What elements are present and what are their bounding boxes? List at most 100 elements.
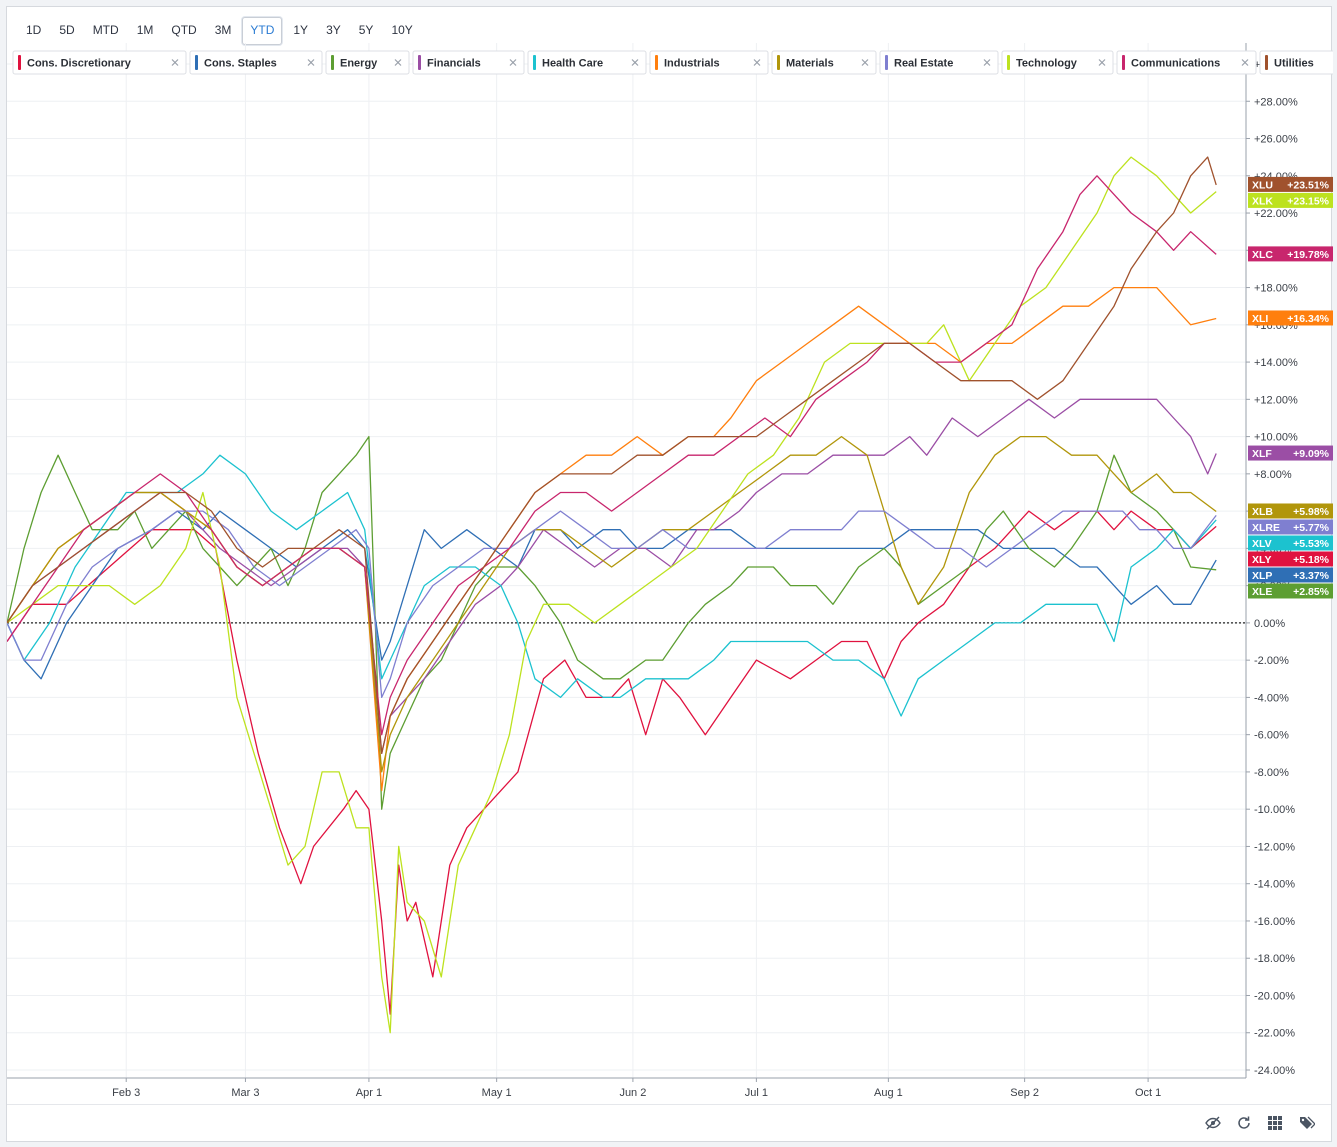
badge-ticker: XLE xyxy=(1252,586,1272,598)
x-tick-label: May 1 xyxy=(482,1087,512,1099)
badge-background xyxy=(1248,192,1333,208)
legend-close-icon[interactable] xyxy=(171,59,179,66)
y-tick-label: +26.00% xyxy=(1254,134,1298,146)
y-tick-label: +18.00% xyxy=(1254,283,1298,295)
y-tick-label: 0.00% xyxy=(1254,618,1285,630)
legend-label: Health Care xyxy=(542,58,603,70)
badge-background xyxy=(1248,503,1333,519)
legend-label: Utilities xyxy=(1274,58,1314,70)
x-tick-label: Oct 1 xyxy=(1135,1087,1161,1099)
range-button-1d[interactable]: 1D xyxy=(26,23,42,37)
badge-background xyxy=(1248,519,1333,535)
range-button-1y[interactable]: 1Y xyxy=(293,23,309,37)
range-button-mtd[interactable]: MTD xyxy=(92,23,119,37)
legend-item-xlk[interactable]: Technology xyxy=(1001,50,1114,75)
badge-ticker: XLP xyxy=(1252,570,1272,582)
legend-label: Energy xyxy=(340,58,378,70)
series-line-xlk[interactable] xyxy=(7,156,1217,1034)
legend-color-swatch xyxy=(655,55,658,70)
y-tick-label: -2.00% xyxy=(1254,655,1289,667)
y-tick-label: +22.00% xyxy=(1254,208,1298,220)
legend-label: Technology xyxy=(1016,58,1078,70)
badge-background xyxy=(1248,246,1333,262)
legend-close-icon[interactable] xyxy=(983,59,991,66)
range-button-3y[interactable]: 3Y xyxy=(326,23,341,37)
legend-item-xlu[interactable]: Utilities xyxy=(1259,50,1333,75)
legend-item-xly[interactable]: Cons. Discretionary xyxy=(12,50,187,75)
series-line-xlc[interactable] xyxy=(7,175,1217,736)
legend-item-xli[interactable]: Industrials xyxy=(649,50,769,75)
value-badges: XLU +23.51% XLK +23.15% XLC +19.78% XLI +16.34%… xyxy=(1248,176,1333,599)
range-selector: 1D 5D MTD 1M QTD 3M YTD 1Y 3Y 5Y 10Y xyxy=(19,17,420,45)
legend-item-xlc[interactable]: Communications xyxy=(1116,50,1257,75)
legend-label: Financials xyxy=(427,58,481,70)
range-button-ytd[interactable]: YTD xyxy=(242,17,283,45)
x-tick-label: Sep 2 xyxy=(1010,1087,1039,1099)
range-button-5y[interactable]: 5Y xyxy=(358,23,374,37)
y-tick-label: +8.00% xyxy=(1254,469,1292,481)
legend-close-icon[interactable] xyxy=(394,59,402,66)
range-button-qtd[interactable]: QTD xyxy=(171,23,197,37)
badge-ticker: XLY xyxy=(1252,554,1271,566)
y-tick-label: +12.00% xyxy=(1254,394,1298,406)
legend-close-icon[interactable] xyxy=(861,59,869,66)
value-badge-xlp: XLP +3.37% xyxy=(1248,567,1333,583)
legend-color-swatch xyxy=(777,55,780,70)
hide-icon[interactable] xyxy=(1203,1113,1223,1133)
legend-item-xlre[interactable]: Real Estate xyxy=(879,50,999,75)
series-line-xly[interactable] xyxy=(7,510,1217,1015)
legend-close-icon[interactable] xyxy=(1098,59,1106,66)
range-button-3m[interactable]: 3M xyxy=(214,23,232,37)
legend-close-icon[interactable] xyxy=(1241,59,1249,66)
range-button-5d[interactable]: 5D xyxy=(59,23,75,37)
grid-icon[interactable] xyxy=(1265,1113,1285,1133)
badge-value: +23.15% xyxy=(1287,195,1329,207)
y-tick-label: +14.00% xyxy=(1254,357,1298,369)
value-badge-xlf: XLF +9.09% xyxy=(1248,445,1333,461)
value-badge-xlv: XLV +5.53% xyxy=(1248,535,1333,551)
value-badge-xlc: XLC +19.78% xyxy=(1248,246,1333,262)
badge-ticker: XLK xyxy=(1252,195,1273,207)
legend-close-icon[interactable] xyxy=(307,59,315,66)
legend-chip xyxy=(189,50,323,75)
series-line-xlp[interactable] xyxy=(7,510,1217,680)
legend-color-swatch xyxy=(885,55,888,70)
x-tick-label: Jun 2 xyxy=(619,1087,646,1099)
x-tick-label: Feb 3 xyxy=(112,1087,140,1099)
legend-label: Industrials xyxy=(664,58,720,70)
refresh-icon[interactable] xyxy=(1234,1113,1254,1133)
legend-close-icon[interactable] xyxy=(509,59,517,66)
y-tick-label: +10.00% xyxy=(1254,432,1298,444)
series-line-xlu[interactable] xyxy=(7,156,1217,754)
x-tick-label: Jul 1 xyxy=(745,1087,768,1099)
badge-background xyxy=(1248,445,1333,461)
legend-color-swatch xyxy=(418,55,421,70)
legend-chip xyxy=(1259,50,1333,75)
series-line-xlb[interactable] xyxy=(7,435,1217,773)
legend-color-swatch xyxy=(18,55,21,70)
range-button-1m[interactable]: 1M xyxy=(136,23,154,37)
legend-label: Cons. Discretionary xyxy=(27,58,132,70)
legend-close-icon[interactable] xyxy=(753,59,761,66)
x-tick-label: Mar 3 xyxy=(231,1087,259,1099)
legend-item-xlb[interactable]: Materials xyxy=(771,50,877,75)
series-line-xlf[interactable] xyxy=(7,398,1217,754)
series-line-xlv[interactable] xyxy=(7,454,1217,717)
legend-label: Cons. Staples xyxy=(204,58,277,70)
legend-close-icon[interactable] xyxy=(631,59,639,66)
legend-chip xyxy=(325,50,410,75)
tags-icon[interactable] xyxy=(1297,1113,1317,1133)
legend-color-swatch xyxy=(1007,55,1010,70)
legend-chip xyxy=(649,50,769,75)
legend-item-xlv[interactable]: Health Care xyxy=(527,50,647,75)
chart-toolbar xyxy=(7,1104,1331,1141)
y-tick-label: -22.00% xyxy=(1254,1028,1295,1040)
y-tick-label: -20.00% xyxy=(1254,990,1295,1002)
range-button-10y[interactable]: 10Y xyxy=(391,23,413,37)
legend-item-xlf[interactable]: Financials xyxy=(412,50,525,75)
badge-value: +2.85% xyxy=(1293,586,1330,598)
legend-item-xlp[interactable]: Cons. Staples xyxy=(189,50,323,75)
y-tick-label: -12.00% xyxy=(1254,841,1295,853)
badge-value: +5.18% xyxy=(1293,554,1330,566)
legend-item-xle[interactable]: Energy xyxy=(325,50,410,75)
